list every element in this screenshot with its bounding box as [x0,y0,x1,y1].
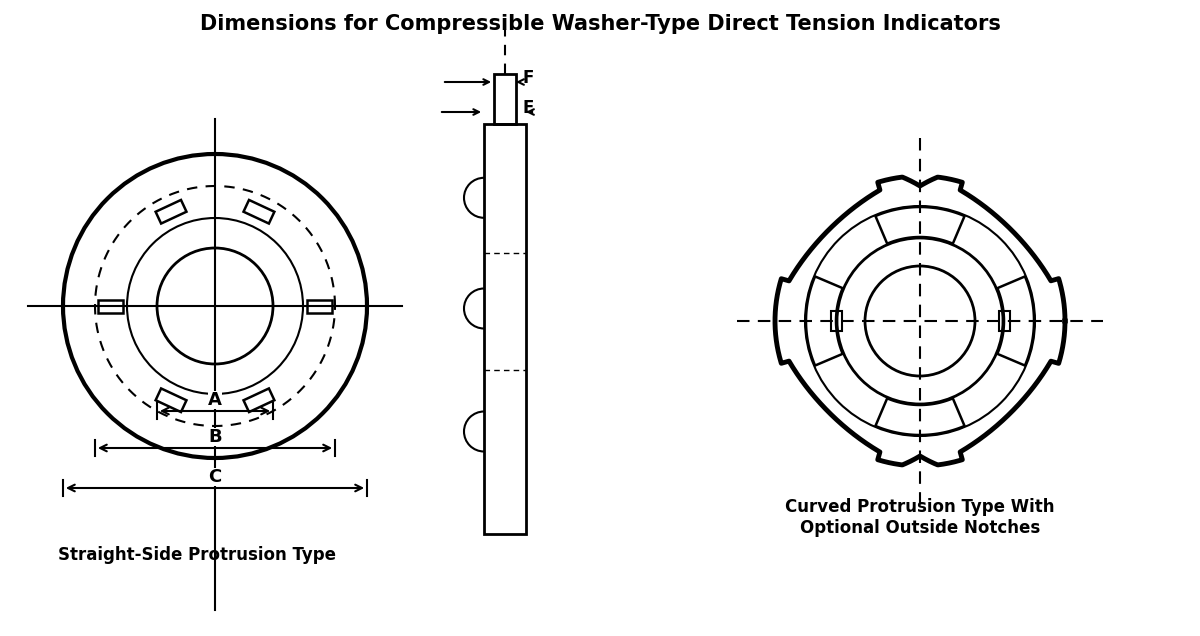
Bar [494,74,516,124]
Text: Straight-Side Protrusion Type: Straight-Side Protrusion Type [58,546,336,564]
Text: E: E [522,99,533,117]
Bar [998,311,1009,331]
Text: B: B [208,428,222,446]
Text: A: A [208,391,222,409]
Bar [484,124,526,534]
Text: C: C [209,468,222,486]
Text: Curved Protrusion Type With
Optional Outside Notches: Curved Protrusion Type With Optional Out… [785,498,1055,537]
Text: Dimensions for Compressible Washer-Type Direct Tension Indicators: Dimensions for Compressible Washer-Type … [199,14,1001,34]
Bar [830,311,841,331]
Text: F: F [522,69,533,87]
